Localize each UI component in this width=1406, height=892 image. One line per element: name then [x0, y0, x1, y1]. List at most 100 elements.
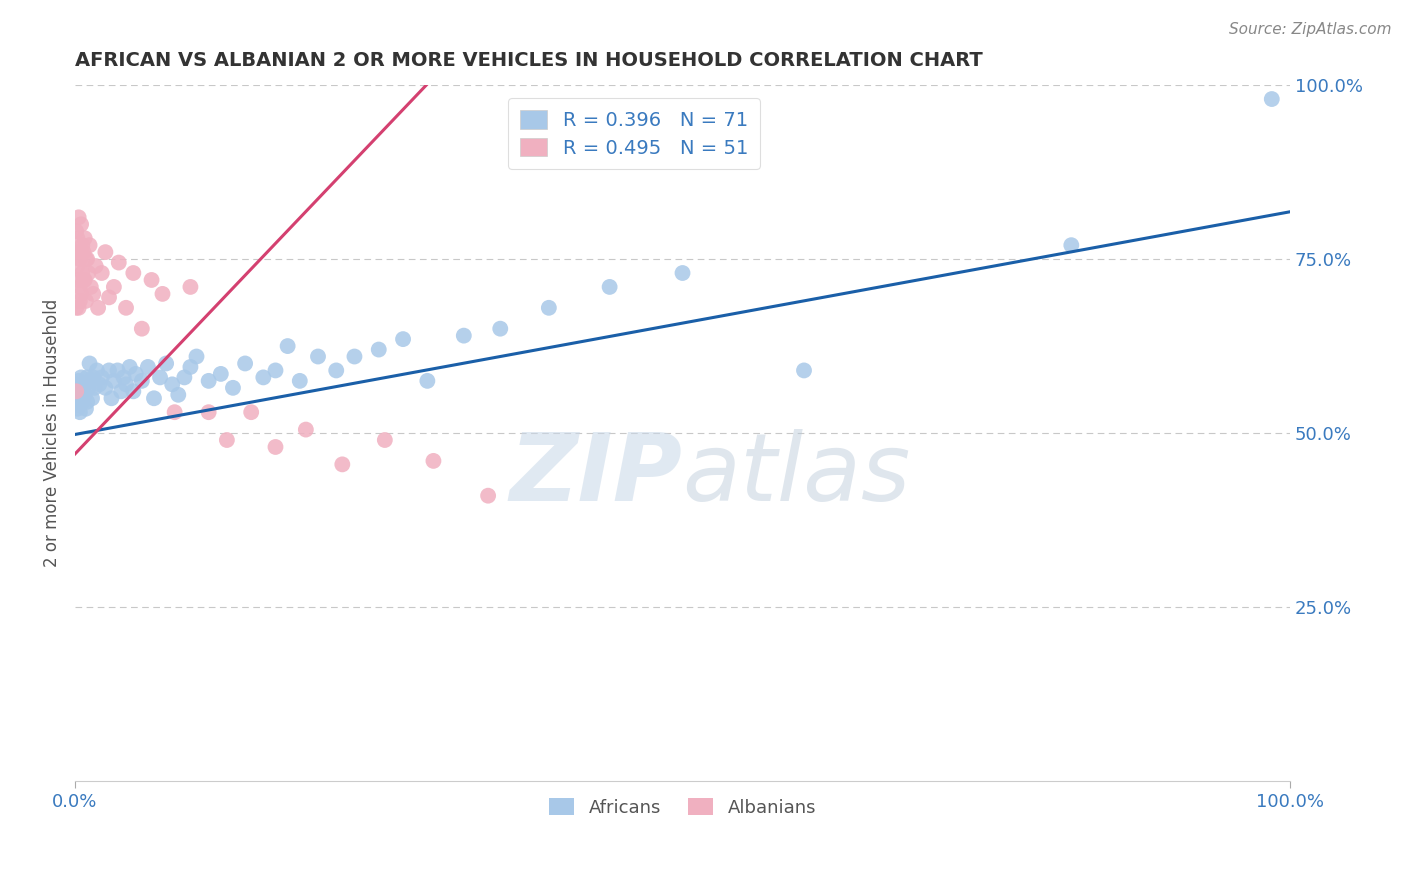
- Point: [136, 359, 159, 374]
- Point: [367, 343, 389, 357]
- Point: [82, 370, 104, 384]
- Point: [307, 350, 329, 364]
- Point: [69, 381, 91, 395]
- Point: [66, 273, 89, 287]
- Point: [155, 356, 177, 370]
- Point: [374, 433, 396, 447]
- Point: [186, 350, 208, 364]
- Point: [67, 374, 90, 388]
- Point: [65, 394, 87, 409]
- Point: [79, 238, 101, 252]
- Point: [264, 440, 287, 454]
- Point: [131, 321, 153, 335]
- Point: [72, 394, 94, 409]
- Point: [66, 388, 89, 402]
- Point: [70, 286, 93, 301]
- Point: [295, 423, 318, 437]
- Point: [65, 384, 87, 399]
- Point: [70, 391, 93, 405]
- Point: [66, 381, 89, 395]
- Point: [477, 489, 499, 503]
- Point: [90, 370, 112, 384]
- Point: [76, 252, 98, 266]
- Point: [537, 301, 560, 315]
- Point: [70, 217, 93, 231]
- Point: [67, 301, 90, 315]
- Point: [215, 433, 238, 447]
- Point: [77, 381, 100, 395]
- Point: [73, 273, 96, 287]
- Point: [76, 370, 98, 384]
- Point: [65, 377, 87, 392]
- Point: [416, 374, 439, 388]
- Point: [69, 405, 91, 419]
- Point: [122, 384, 145, 399]
- Point: [599, 280, 621, 294]
- Point: [422, 454, 444, 468]
- Point: [72, 245, 94, 260]
- Point: [453, 328, 475, 343]
- Text: Source: ZipAtlas.com: Source: ZipAtlas.com: [1229, 22, 1392, 37]
- Y-axis label: 2 or more Vehicles in Household: 2 or more Vehicles in Household: [44, 299, 60, 567]
- Point: [69, 293, 91, 308]
- Point: [325, 363, 347, 377]
- Point: [118, 359, 141, 374]
- Point: [72, 381, 94, 395]
- Point: [107, 255, 129, 269]
- Point: [72, 238, 94, 252]
- Point: [70, 245, 93, 260]
- Point: [671, 266, 693, 280]
- Legend: Africans, Albanians: Africans, Albanians: [541, 791, 824, 824]
- Point: [82, 286, 104, 301]
- Point: [70, 370, 93, 384]
- Text: ZIP: ZIP: [509, 429, 682, 521]
- Point: [179, 359, 201, 374]
- Point: [197, 374, 219, 388]
- Point: [100, 391, 122, 405]
- Point: [75, 401, 97, 416]
- Point: [84, 259, 107, 273]
- Point: [67, 398, 90, 412]
- Point: [66, 259, 89, 273]
- Point: [75, 293, 97, 308]
- Point: [330, 458, 353, 472]
- Point: [103, 374, 125, 388]
- Point: [79, 356, 101, 370]
- Point: [72, 266, 94, 280]
- Point: [392, 332, 415, 346]
- Point: [89, 377, 111, 392]
- Point: [141, 273, 163, 287]
- Point: [80, 374, 103, 388]
- Point: [252, 370, 274, 384]
- Point: [83, 381, 105, 395]
- Point: [131, 374, 153, 388]
- Point: [179, 280, 201, 294]
- Point: [87, 301, 110, 315]
- Text: AFRICAN VS ALBANIAN 2 OR MORE VEHICLES IN HOUSEHOLD CORRELATION CHART: AFRICAN VS ALBANIAN 2 OR MORE VEHICLES I…: [75, 51, 983, 70]
- Point: [222, 381, 245, 395]
- Point: [77, 266, 100, 280]
- Point: [80, 280, 103, 294]
- Point: [94, 381, 117, 395]
- Point: [67, 384, 90, 399]
- Point: [264, 363, 287, 377]
- Point: [115, 377, 138, 392]
- Point: [73, 388, 96, 402]
- Point: [277, 339, 299, 353]
- Point: [72, 377, 94, 392]
- Point: [112, 370, 135, 384]
- Point: [65, 224, 87, 238]
- Point: [167, 388, 190, 402]
- Point: [107, 363, 129, 377]
- Point: [152, 286, 174, 301]
- Point: [69, 252, 91, 266]
- Point: [160, 377, 183, 392]
- Point: [76, 394, 98, 409]
- Text: atlas: atlas: [682, 429, 911, 520]
- Point: [115, 301, 138, 315]
- Point: [94, 245, 117, 260]
- Point: [1261, 92, 1284, 106]
- Point: [73, 231, 96, 245]
- Point: [80, 391, 103, 405]
- Point: [343, 350, 366, 364]
